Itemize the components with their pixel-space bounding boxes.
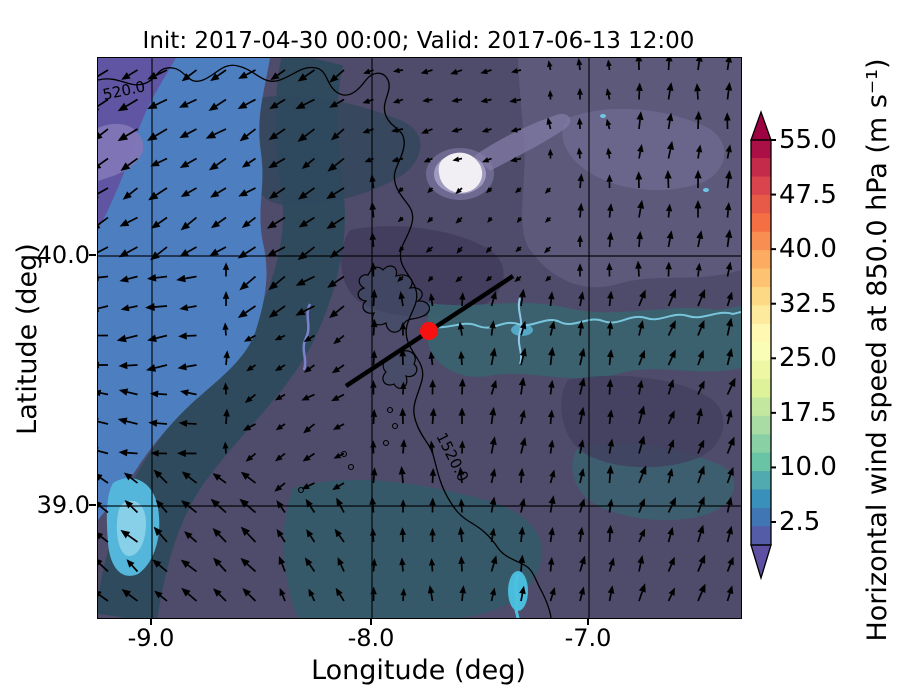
y-axis-label: Latitude (deg) xyxy=(12,243,43,435)
colorbar-label: Horizontal wind speed at 850.0 hPa (m s⁻… xyxy=(862,58,893,642)
wind-speed-shading xyxy=(168,58,741,618)
colorbar-tick-label: 17.5 xyxy=(779,397,837,428)
x-tick-mark xyxy=(587,618,589,625)
x-tick-mark xyxy=(150,618,152,625)
y-tick-label: 40.0 xyxy=(36,241,90,269)
map-plot-area: 520.0 1520.0 xyxy=(97,57,742,619)
grid-lines xyxy=(98,58,741,618)
colorbar-segments xyxy=(751,139,771,546)
high-wind-cyan-patches xyxy=(106,324,533,611)
plot-title: Init: 2017-04-30 00:00; Valid: 2017-06-1… xyxy=(142,28,695,54)
x-tick-label: -7.0 xyxy=(564,624,612,652)
ocean-low-wind-wedge xyxy=(98,58,176,230)
x-tick-mark xyxy=(370,618,372,625)
ocean-lavender-patch xyxy=(98,123,144,181)
colorbar-outline xyxy=(750,139,772,546)
colorbar-extend-arrow-bottom xyxy=(750,544,772,581)
ocean xyxy=(98,58,270,520)
x-tick-label: -8.0 xyxy=(347,624,395,652)
y-tick-mark xyxy=(89,254,96,256)
y-tick-label: 39.0 xyxy=(36,491,90,519)
colorbar-tick-label: 10.0 xyxy=(779,452,837,483)
colorbar-extend-arrow-top xyxy=(750,110,772,141)
colorbar-tick-label: 25.0 xyxy=(779,343,837,374)
x-axis-label: Longitude (deg) xyxy=(311,655,526,686)
x-tick-label: -9.0 xyxy=(127,624,175,652)
y-tick-mark xyxy=(89,504,96,506)
colorbar-tick-label: 40.0 xyxy=(779,234,837,265)
colorbar-tick-label: 32.5 xyxy=(779,288,837,319)
colorbar-tick-label: 55.0 xyxy=(779,125,837,155)
colorbar xyxy=(750,110,776,581)
reservoir-outlines xyxy=(297,265,430,494)
wind-quiver-field xyxy=(98,58,736,602)
station-marker-red-dot xyxy=(420,322,438,340)
colorbar-tick-label: 47.5 xyxy=(779,179,837,210)
geopotential-contour-1520 xyxy=(98,64,552,618)
colorbar-tick-label: 2.5 xyxy=(779,506,821,537)
mountain-terrain-highlight xyxy=(426,114,571,200)
